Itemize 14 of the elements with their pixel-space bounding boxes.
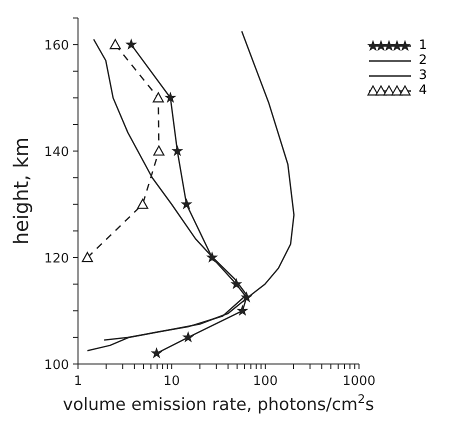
x-tick-label: 1 <box>74 374 82 389</box>
y-axis-title: height, km <box>9 137 33 245</box>
y-tick-label: 100 <box>44 358 69 373</box>
legend-label: 3 <box>418 68 427 83</box>
x-tick-label: 100 <box>252 374 278 389</box>
legend-label: 4 <box>418 83 427 98</box>
legend-label: 1 <box>418 38 427 53</box>
y-tick-label: 120 <box>44 252 69 267</box>
x-tick-label: 1000 <box>342 374 376 389</box>
y-tick-label: 140 <box>44 145 69 160</box>
legend-label: 2 <box>418 53 427 68</box>
y-tick-label: 160 <box>44 38 69 54</box>
x-tick-label: 10 <box>163 374 180 389</box>
x-axis-title: volume emission rate, photons/cm$^{2}$s <box>62 392 374 415</box>
